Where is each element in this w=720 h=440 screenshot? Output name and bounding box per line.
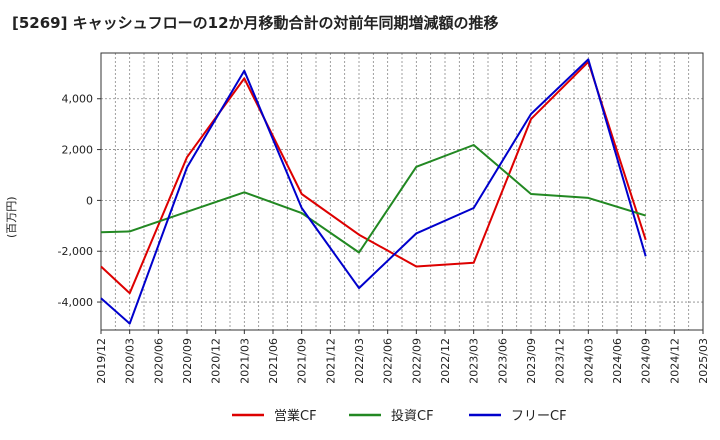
- x-tick-label: 2020/03: [124, 338, 137, 384]
- x-tick-label: 2021/06: [267, 338, 280, 384]
- y-tick-label: 0: [86, 194, 93, 207]
- x-tick-label: 2023/03: [468, 338, 481, 384]
- x-tick-label: 2020/09: [181, 338, 194, 384]
- x-tick-label: 2021/03: [238, 338, 251, 384]
- x-tick-label: 2023/06: [496, 338, 509, 384]
- x-tick-label: 2022/06: [382, 338, 395, 384]
- x-tick-label: 2021/12: [324, 338, 337, 384]
- x-tick-label: 2024/06: [611, 338, 624, 384]
- x-tick-label: 2024/12: [668, 338, 681, 384]
- x-tick-label: 2022/09: [410, 338, 423, 384]
- legend-label: フリーCF: [511, 409, 567, 424]
- y-tick-label: -4,000: [58, 296, 93, 309]
- x-tick-label: 2019/12: [95, 338, 108, 384]
- y-tick-label: 4,000: [62, 93, 94, 106]
- x-tick-label: 2020/06: [152, 338, 165, 384]
- x-tick-label: 2022/03: [353, 338, 366, 384]
- x-tick-label: 2020/12: [210, 338, 223, 384]
- plot-frame: [100, 52, 704, 331]
- legend-label: 投資CF: [391, 408, 434, 424]
- y-tick-label: -2,000: [58, 245, 93, 258]
- x-tick-label: 2025/03: [697, 338, 710, 384]
- x-tick-label: 2024/09: [640, 338, 653, 384]
- x-tick-label: 2023/12: [554, 338, 567, 384]
- x-tick-label: 2021/09: [296, 338, 309, 384]
- legend-label: 営業CF: [274, 408, 317, 424]
- series-line: [100, 58, 647, 325]
- y-tick-label: 2,000: [62, 144, 94, 157]
- x-tick-label: 2022/12: [439, 338, 452, 384]
- x-tick-label: 2023/09: [525, 338, 538, 384]
- x-tick-label: 2024/03: [582, 338, 595, 384]
- series-line: [100, 60, 647, 295]
- chart-title: [5269] キャッシュフローの12か月移動合計の対前年同期増減額の推移: [12, 14, 499, 32]
